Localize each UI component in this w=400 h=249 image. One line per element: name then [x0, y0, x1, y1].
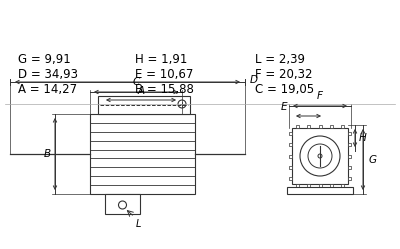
Bar [348, 154, 351, 158]
Bar [289, 154, 292, 158]
Bar [341, 125, 344, 128]
Text: E: E [281, 102, 287, 112]
Text: G: G [369, 154, 377, 165]
Text: L = 2,39: L = 2,39 [255, 53, 305, 65]
Text: D: D [250, 75, 258, 85]
Circle shape [178, 100, 186, 108]
Bar [105, 194, 140, 214]
Bar [318, 125, 322, 128]
Bar [330, 125, 333, 128]
Bar [289, 177, 292, 180]
Text: D = 34,93: D = 34,93 [18, 67, 78, 80]
Text: C = 19,05: C = 19,05 [255, 82, 314, 96]
Bar [289, 143, 292, 146]
Bar [287, 187, 353, 194]
Bar [90, 114, 195, 194]
Text: B = 15,88: B = 15,88 [135, 82, 194, 96]
Bar [348, 177, 351, 180]
Text: H: H [359, 133, 367, 143]
Text: H = 1,91: H = 1,91 [135, 53, 187, 65]
Bar [341, 184, 344, 187]
Circle shape [300, 136, 340, 176]
Bar [330, 184, 333, 187]
Bar [348, 132, 351, 135]
Text: C: C [132, 77, 140, 87]
Text: B: B [44, 149, 50, 159]
Text: L: L [136, 219, 141, 229]
Bar [307, 184, 310, 187]
Bar [348, 143, 351, 146]
Text: A = 14,27: A = 14,27 [18, 82, 77, 96]
Bar [98, 96, 190, 114]
Bar [292, 128, 348, 184]
Text: G = 9,91: G = 9,91 [18, 53, 71, 65]
Circle shape [308, 144, 332, 168]
Text: F = 20,32: F = 20,32 [255, 67, 312, 80]
Bar [348, 166, 351, 169]
Circle shape [118, 201, 126, 209]
Bar [289, 132, 292, 135]
Text: A: A [138, 86, 144, 96]
Bar [296, 125, 299, 128]
Circle shape [318, 154, 322, 158]
Bar [289, 166, 292, 169]
Text: E = 10,67: E = 10,67 [135, 67, 193, 80]
Text: F: F [317, 91, 323, 101]
Bar [307, 125, 310, 128]
Bar [296, 184, 299, 187]
Bar [318, 184, 322, 187]
